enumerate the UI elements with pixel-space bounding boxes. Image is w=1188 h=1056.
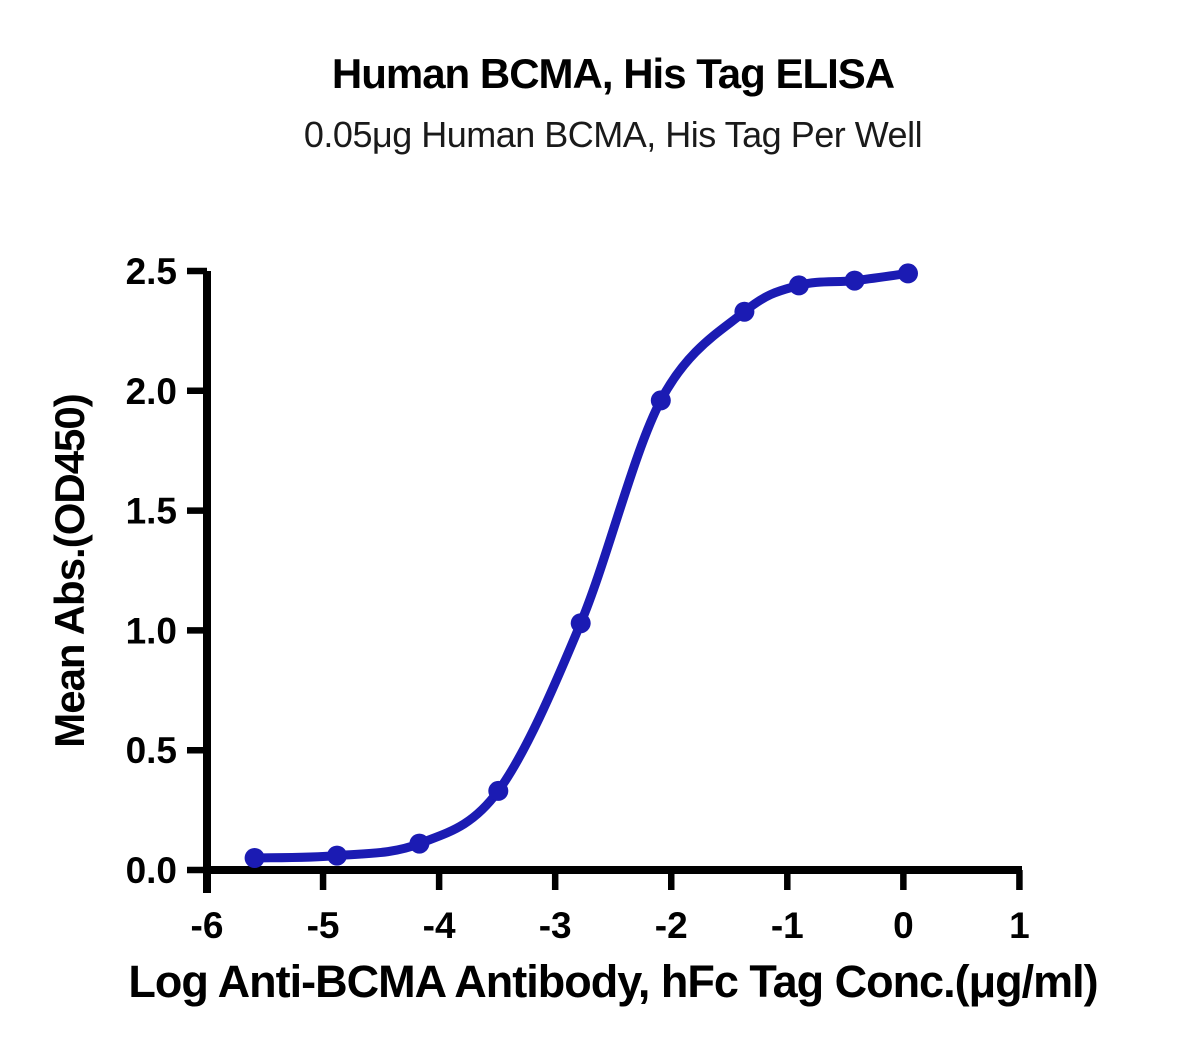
- x-tick-label: -4: [423, 905, 456, 946]
- data-point-marker: [327, 845, 347, 866]
- data-point-marker: [570, 613, 591, 634]
- data-point-marker: [844, 270, 865, 291]
- y-tick-label: 0.5: [126, 730, 177, 771]
- x-tick-label: 1: [1009, 905, 1030, 946]
- data-point-marker: [734, 301, 755, 322]
- data-point-marker: [898, 263, 918, 284]
- data-point-marker: [409, 833, 430, 854]
- data-point-marker: [788, 275, 809, 296]
- y-tick-label: 2.5: [126, 251, 177, 292]
- chart-title: Human BCMA, His Tag ELISA: [331, 50, 895, 97]
- data-point-marker: [650, 390, 671, 411]
- x-tick-label: 0: [893, 905, 914, 946]
- y-tick-label: 2.0: [126, 371, 177, 412]
- y-tick-label: 1.0: [126, 610, 177, 651]
- x-tick-label: -3: [539, 905, 572, 946]
- dose-response-curve: [250, 268, 913, 863]
- chart-subtitle: 0.05μg Human BCMA, His Tag Per Well: [303, 114, 923, 155]
- y-tick-label: 0.0: [126, 850, 177, 891]
- data-point-marker: [244, 848, 265, 868]
- y-axis-title: Mean Abs.(OD450): [46, 394, 93, 748]
- x-axis-title: Log Anti-BCMA Antibody, hFc Tag Conc.(μg…: [128, 956, 1098, 1007]
- x-tick-label: -6: [191, 905, 224, 946]
- x-tick-label: -5: [307, 905, 340, 946]
- x-tick-label: -2: [655, 905, 688, 946]
- data-point-marker: [488, 780, 509, 801]
- x-tick-label: -1: [771, 905, 804, 946]
- y-tick-label: 1.5: [126, 491, 177, 532]
